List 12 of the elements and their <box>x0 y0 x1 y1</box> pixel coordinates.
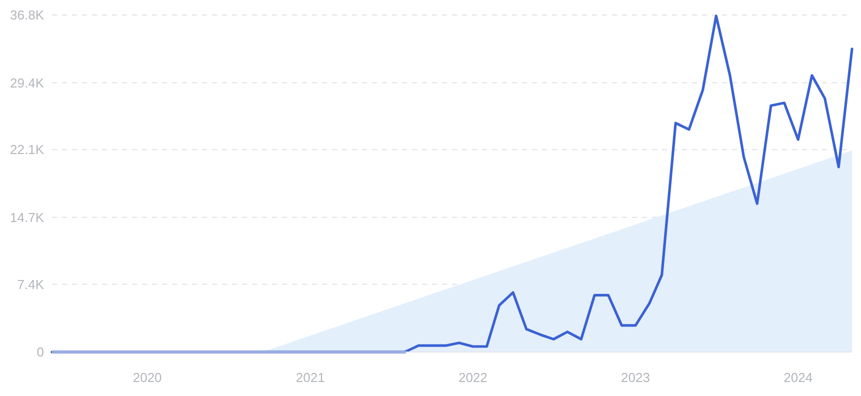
y-tick-label: 14.7K <box>10 210 44 225</box>
y-tick-label: 0 <box>36 344 44 360</box>
x-tick-label: 2024 <box>784 370 813 385</box>
y-tick-label: 7.4K <box>17 276 44 292</box>
x-tick-label: 2023 <box>621 370 650 385</box>
y-tick-label: 29.4K <box>10 75 44 90</box>
y-tick-label: 36.8K <box>10 8 44 23</box>
x-tick-label: 2021 <box>296 370 325 385</box>
x-tick-label: 2020 <box>132 370 162 385</box>
y-tick-label: 22.1K <box>10 142 44 158</box>
x-tick-label: 2022 <box>458 370 488 385</box>
line-series <box>50 14 854 354</box>
